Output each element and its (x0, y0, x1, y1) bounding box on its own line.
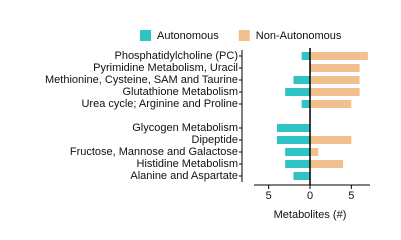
y-tick-label: Fructose, Mannose and Galactose (70, 146, 238, 158)
bar (310, 160, 344, 168)
bar (310, 148, 319, 156)
y-tick-label: Histidine Metabolism (137, 158, 238, 170)
bar (285, 160, 310, 168)
legend-swatch (238, 30, 250, 41)
bar (310, 88, 360, 96)
x-tick-label: 5 (266, 190, 272, 202)
bar (301, 100, 310, 108)
bar (301, 52, 310, 60)
bar (276, 136, 310, 144)
bar (310, 64, 360, 72)
y-tick-label: Pyrimidine Metabolism, Uracil (93, 62, 238, 74)
bar (310, 52, 368, 60)
bar (310, 76, 360, 84)
chart: Metabolites (#) Autonomous Non-Autonomous… (45, 30, 370, 221)
legend-swatch (140, 30, 151, 41)
y-tick-label: Phosphatidylcholine (PC) (114, 50, 238, 62)
bar (285, 148, 310, 156)
bar (293, 172, 310, 180)
x-tick-label: 5 (348, 190, 354, 202)
legend-label: Non-Autonomous (256, 30, 342, 42)
bar (310, 136, 352, 144)
x-axis-label: Metabolites (#) (274, 209, 347, 221)
legend-label: Autonomous (157, 30, 219, 42)
y-tick-label: Glutathione Metabolism (122, 86, 238, 98)
y-tick-label: Glycogen Metabolism (132, 122, 238, 134)
page: {"chart_data": {"type": "diverging-bar",… (44, 29, 370, 221)
bar (310, 100, 352, 108)
x-tick-label: 0 (307, 190, 313, 202)
y-tick-label: Dipeptide (192, 134, 238, 146)
bar (293, 76, 310, 84)
bar (285, 88, 310, 96)
bar (276, 124, 310, 132)
y-tick-label: Urea cycle; Arginine and Proline (81, 98, 238, 110)
y-tick-label: Alanine and Aspartate (130, 170, 238, 182)
y-tick-label: Methionine, Cysteine, SAM and Taurine (45, 74, 238, 86)
